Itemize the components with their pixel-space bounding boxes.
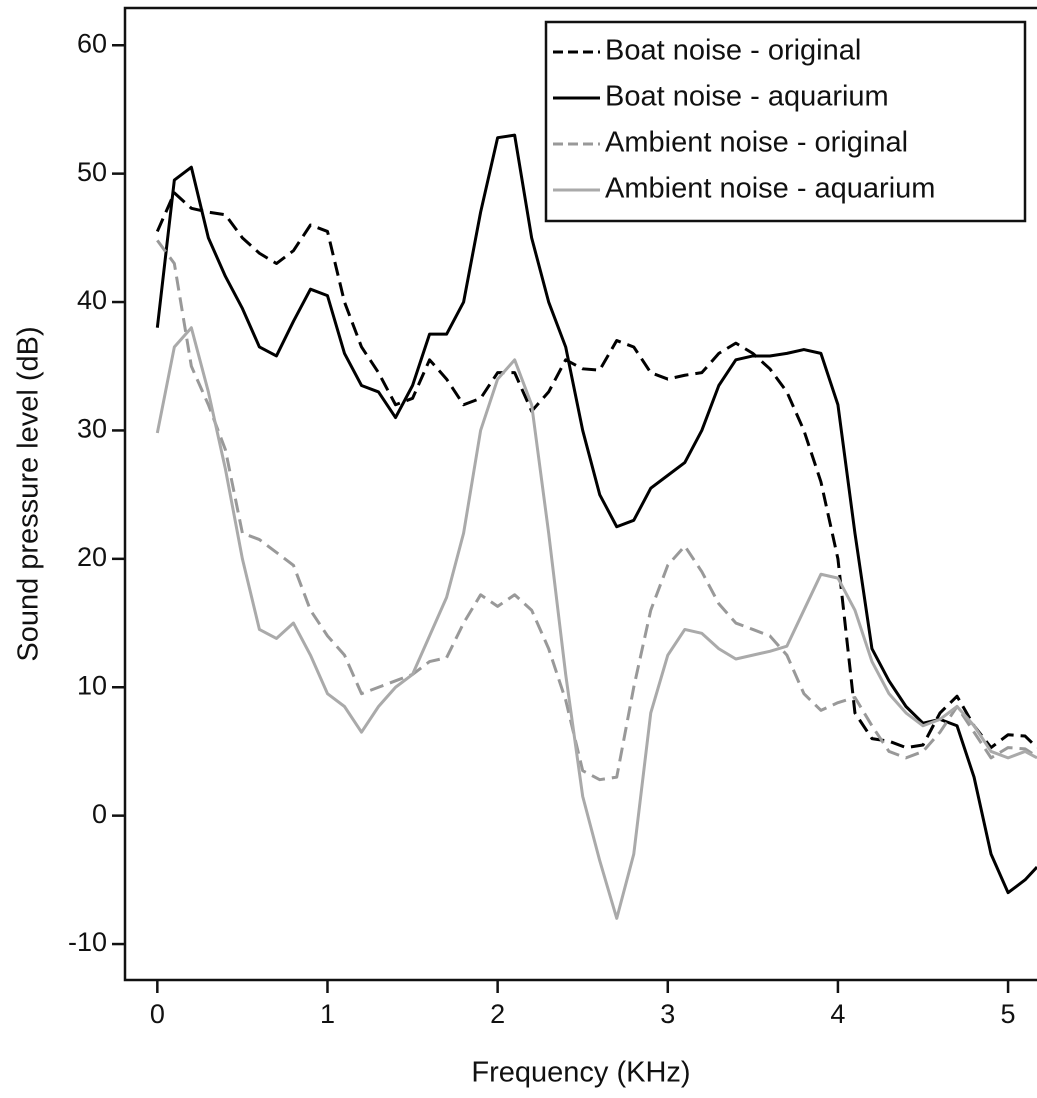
y-tick-label: 0 (92, 799, 107, 829)
legend-box (544, 20, 1027, 223)
y-tick-label: 20 (77, 542, 107, 572)
legend-label: Ambient noise - aquarium (605, 173, 935, 205)
x-tick-label: 1 (320, 999, 335, 1029)
y-tick-label: 30 (77, 414, 107, 444)
legend-label: Boat noise - aquarium (605, 81, 889, 113)
x-tick-label: 2 (490, 999, 505, 1029)
legend-label: Ambient noise - original (605, 127, 908, 159)
x-axis-label: Frequency (KHz) (471, 1057, 690, 1089)
series-line (156, 239, 1037, 782)
y-tick-label: 60 (77, 28, 107, 58)
legend-label: Boat noise - original (605, 35, 861, 67)
y-tick-label: -10 (68, 927, 107, 957)
x-tick-label: 3 (660, 999, 675, 1029)
y-axis-label: Sound pressure level (dB) (13, 326, 45, 661)
plot-frame (123, 6, 1037, 982)
series-line (155, 326, 1037, 920)
plot-area (155, 133, 1037, 920)
x-tick-label: 4 (830, 999, 845, 1029)
legend: Boat noise - original Boat noise - aquari… (544, 20, 1027, 223)
x-tick-label: 5 (1001, 999, 1016, 1029)
series-line (155, 133, 1037, 895)
y-tick-label: 40 (77, 285, 107, 315)
y-tick-label: 10 (77, 670, 107, 700)
series-line (155, 191, 1037, 750)
x-tick-label: 0 (150, 999, 165, 1029)
y-tick-label: 50 (77, 157, 107, 187)
